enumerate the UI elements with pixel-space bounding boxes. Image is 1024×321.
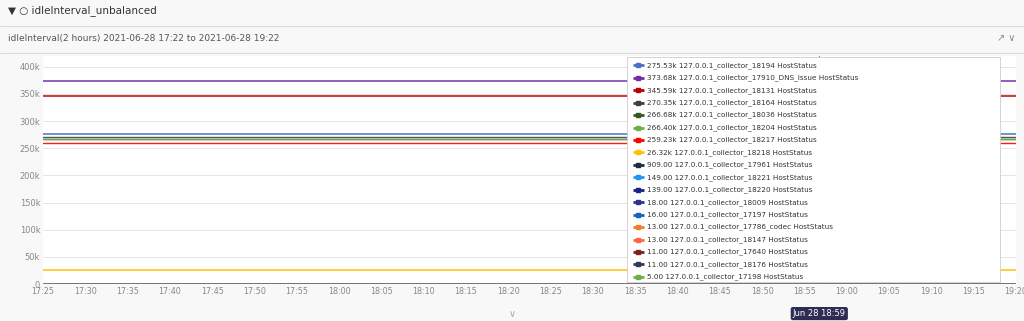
Text: idleInterval(2 hours) 2021-06-28 17:22 to 2021-06-28 19:22: idleInterval(2 hours) 2021-06-28 17:22 t… [8,34,280,43]
Text: 26.32k 127.0.0.1_collector_18218 HostStatus: 26.32k 127.0.0.1_collector_18218 HostSta… [647,149,812,156]
Text: 345.59k 127.0.0.1_collector_18131 HostStatus: 345.59k 127.0.0.1_collector_18131 HostSt… [647,87,817,94]
Text: 5.00 127.0.0.1_collector_17198 HostStatus: 5.00 127.0.0.1_collector_17198 HostStatu… [647,273,804,280]
Text: ▼ ○ idleInterval_unbalanced: ▼ ○ idleInterval_unbalanced [8,5,157,16]
Text: 373.68k 127.0.0.1_collector_17910_DNS_issue HostStatus: 373.68k 127.0.0.1_collector_17910_DNS_is… [647,74,858,81]
Text: 149.00 127.0.0.1_collector_18221 HostStatus: 149.00 127.0.0.1_collector_18221 HostSta… [647,174,813,181]
Text: 259.23k 127.0.0.1_collector_18217 HostStatus: 259.23k 127.0.0.1_collector_18217 HostSt… [647,137,817,143]
Text: 275.53k 127.0.0.1_collector_18194 HostStatus: 275.53k 127.0.0.1_collector_18194 HostSt… [647,62,817,69]
Text: 139.00 127.0.0.1_collector_18220 HostStatus: 139.00 127.0.0.1_collector_18220 HostSta… [647,187,813,193]
Text: 266.68k 127.0.0.1_collector_18036 HostStatus: 266.68k 127.0.0.1_collector_18036 HostSt… [647,112,817,118]
FancyBboxPatch shape [627,57,1000,282]
Text: 909.00 127.0.0.1_collector_17961 HostStatus: 909.00 127.0.0.1_collector_17961 HostSta… [647,161,813,168]
Text: 11.00 127.0.0.1_collector_18176 HostStatus: 11.00 127.0.0.1_collector_18176 HostStat… [647,261,808,268]
Text: 11.00 127.0.0.1_collector_17640 HostStatus: 11.00 127.0.0.1_collector_17640 HostStat… [647,248,808,255]
Text: 13.00 127.0.0.1_collector_17786_codec HostStatus: 13.00 127.0.0.1_collector_17786_codec Ho… [647,224,834,230]
Text: 270.35k 127.0.0.1_collector_18164 HostStatus: 270.35k 127.0.0.1_collector_18164 HostSt… [647,99,817,106]
Text: ↗ ∨: ↗ ∨ [997,33,1016,43]
Text: 18.00 127.0.0.1_collector_18009 HostStatus: 18.00 127.0.0.1_collector_18009 HostStat… [647,199,808,205]
Text: 266.40k 127.0.0.1_collector_18204 HostStatus: 266.40k 127.0.0.1_collector_18204 HostSt… [647,124,817,131]
Text: Jun 28 18:59: Jun 28 18:59 [793,309,846,318]
Text: ∨: ∨ [509,309,515,319]
Text: 13.00 127.0.0.1_collector_18147 HostStatus: 13.00 127.0.0.1_collector_18147 HostStat… [647,236,808,243]
Text: 16.00 127.0.0.1_collector_17197 HostStatus: 16.00 127.0.0.1_collector_17197 HostStat… [647,211,808,218]
